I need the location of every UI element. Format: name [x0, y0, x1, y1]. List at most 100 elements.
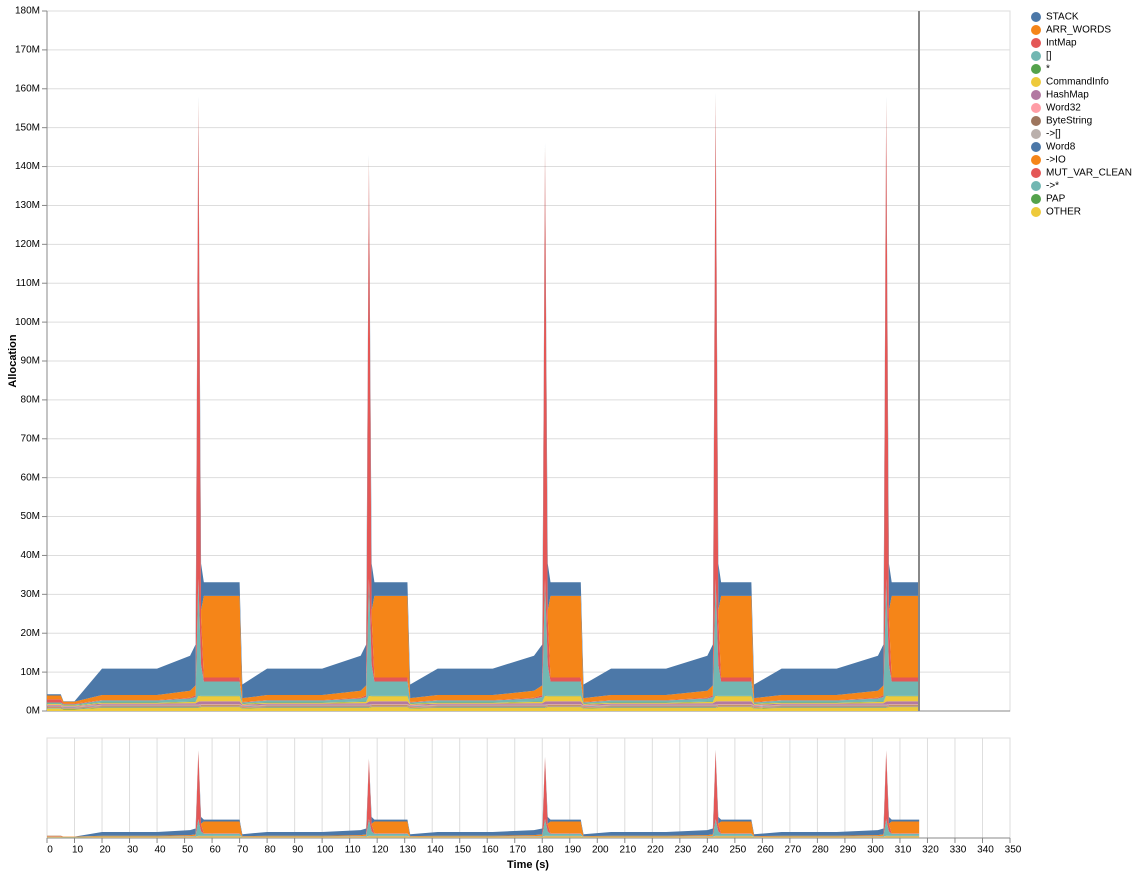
x-tick-label: 200	[592, 845, 609, 856]
legend-symbol	[1031, 103, 1041, 113]
x-tick-label: 210	[619, 845, 636, 856]
y-tick-label: 80M	[21, 395, 40, 406]
x-tick-label: 110	[345, 845, 361, 856]
area	[47, 701, 920, 707]
y-tick-label: 70M	[21, 433, 40, 444]
y-tick-label: 150M	[15, 122, 40, 133]
x-tick-label: 340	[977, 845, 994, 856]
x-tick-label: 310	[895, 845, 912, 856]
y-tick-label: 40M	[21, 550, 40, 561]
y-tick-label: 20M	[21, 628, 40, 639]
x-tick-label: 280	[812, 845, 829, 856]
y-tick-label: 0M	[26, 706, 40, 717]
legend-label: OTHER	[1046, 207, 1081, 218]
legend-symbol	[1031, 90, 1041, 100]
x-axis-title: Time (s)	[507, 859, 549, 871]
y-tick-label: 140M	[15, 161, 40, 172]
x-tick-label: 260	[757, 845, 774, 856]
x-tick-label: 30	[127, 845, 139, 856]
overview-frame	[46, 737, 1011, 839]
legend-label: ByteString	[1046, 116, 1092, 127]
x-tick-label: 130	[399, 845, 416, 856]
legend-symbol	[1031, 12, 1041, 22]
overview-area	[47, 835, 920, 838]
y-tick-label: 50M	[21, 511, 40, 522]
legend-symbol	[1031, 142, 1041, 152]
x-tick-label: 120	[372, 845, 389, 856]
x-tick-label: 140	[427, 845, 444, 856]
overview-area	[47, 837, 920, 838]
legend-label: ARR_WORDS	[1046, 25, 1111, 36]
y-tick-label: 170M	[15, 45, 40, 56]
x-tick-label: 10	[72, 845, 84, 856]
x-tick-label: 180	[537, 845, 554, 856]
x-tick-label: 190	[564, 845, 581, 856]
areas	[47, 92, 920, 711]
legend-label: CommandInfo	[1046, 77, 1109, 88]
y-tick-label: 180M	[15, 6, 40, 17]
legend-label: []	[1046, 51, 1052, 62]
x-tick-label: 350	[1005, 845, 1022, 856]
x-tick-label: 150	[454, 845, 471, 856]
y-tick-label: 60M	[21, 472, 40, 483]
legend-symbol	[1031, 25, 1041, 35]
y-tick-label: 130M	[15, 200, 40, 211]
legend-label: PAP	[1046, 194, 1066, 205]
y-axis-title: Allocation	[7, 334, 19, 387]
legend-symbol	[1031, 181, 1041, 191]
legend-symbol	[1031, 116, 1041, 126]
x-tick-label: 250	[730, 845, 747, 856]
overview-area	[47, 836, 920, 838]
legend-label: Word8	[1046, 142, 1076, 153]
overview-areas	[47, 749, 920, 838]
legend-label: ->[]	[1046, 129, 1061, 140]
x-tick-label: 90	[292, 845, 304, 856]
x-tick-label: 80	[265, 845, 277, 856]
y-tick-label: 30M	[21, 589, 40, 600]
x-tick-label: 60	[210, 845, 222, 856]
x-tick-label: 220	[647, 845, 664, 856]
legend-label: STACK	[1046, 12, 1079, 23]
y-tick-label: 90M	[21, 356, 40, 367]
legend-symbol	[1031, 155, 1041, 165]
x-tick-label: 160	[482, 845, 499, 856]
x-tick-label: 240	[702, 845, 719, 856]
x-tick-label: 20	[99, 845, 111, 856]
x-tick-label: 40	[154, 845, 166, 856]
legend-label: Word32	[1046, 103, 1081, 114]
x-tick-label: 50	[182, 845, 194, 856]
x-tick-label: 0	[47, 845, 53, 856]
x-tick-label: 290	[840, 845, 857, 856]
y-tick-label: 160M	[15, 83, 40, 94]
y-tick-label: 10M	[21, 667, 40, 678]
area	[47, 707, 920, 711]
legend-symbol	[1031, 194, 1041, 204]
legend-symbol	[1031, 168, 1041, 178]
legend-symbol	[1031, 64, 1041, 74]
x-tick-label: 70	[237, 845, 249, 856]
legend-label: ->*	[1046, 181, 1059, 192]
x-tick-label: 320	[922, 845, 939, 856]
legend-symbol	[1031, 129, 1041, 139]
y-tick-label: 100M	[15, 317, 40, 328]
x-tick-label: 230	[674, 845, 691, 856]
x-tick-label: 330	[950, 845, 967, 856]
y-tick-label: 110M	[16, 278, 40, 289]
legend-label: HashMap	[1046, 90, 1089, 101]
x-tick-label: 170	[509, 845, 526, 856]
legend-label: ->IO	[1046, 155, 1066, 166]
area	[47, 695, 920, 706]
legend-symbol	[1031, 38, 1041, 48]
x-tick-label: 300	[867, 845, 884, 856]
legend-symbol	[1031, 77, 1041, 87]
legend-label: *	[1046, 64, 1050, 75]
legend-symbol	[1031, 51, 1041, 61]
x-tick-label: 100	[317, 845, 334, 856]
x-tick-label: 270	[785, 845, 802, 856]
y-tick-label: 120M	[15, 239, 40, 250]
legend-label: IntMap	[1046, 38, 1077, 49]
legend-symbol	[1031, 207, 1041, 217]
legend-label: MUT_VAR_CLEAN	[1046, 168, 1132, 179]
